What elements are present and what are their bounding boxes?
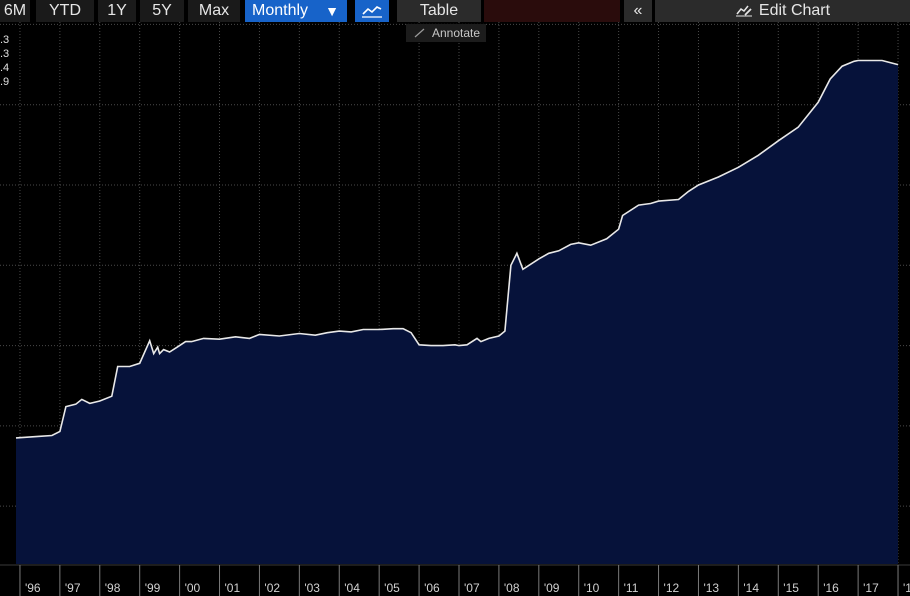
x-tick-label: '05 xyxy=(384,581,400,595)
series-line xyxy=(15,59,899,439)
x-tick-label: '97 xyxy=(65,581,81,595)
x-tick-label: '06 xyxy=(424,581,440,595)
legend-value: .3 xyxy=(0,34,10,46)
line-chart-icon xyxy=(362,6,382,18)
double-chevron-left-icon: « xyxy=(633,2,643,19)
x-tick-label: '18 xyxy=(903,581,910,595)
x-tick-label: '14 xyxy=(743,581,759,595)
annotate-button[interactable]: Annotate xyxy=(406,24,486,42)
x-tick-label: '07 xyxy=(464,581,480,595)
x-tick-label: '09 xyxy=(544,581,560,595)
x-tick-label: '10 xyxy=(584,581,600,595)
edit-chart-icon xyxy=(735,5,752,17)
series-area xyxy=(16,60,898,564)
x-tick-label: '11 xyxy=(624,581,639,595)
x-tick-label: '12 xyxy=(664,581,680,595)
chart-type-button[interactable] xyxy=(355,0,389,22)
legend-value: .3 xyxy=(0,48,10,60)
x-tick-label: '99 xyxy=(145,581,161,595)
annotate-label: Annotate xyxy=(432,26,481,40)
security-input[interactable] xyxy=(484,0,620,22)
x-tick-label: '17 xyxy=(863,581,879,595)
edit-chart-label: Edit Chart xyxy=(758,2,831,19)
pencil-icon xyxy=(414,28,425,38)
legend-value: .9 xyxy=(0,76,10,88)
collapse-button[interactable]: « xyxy=(624,0,652,22)
x-tick-label: '98 xyxy=(105,581,121,595)
period-ytd-button[interactable]: YTD xyxy=(36,0,94,22)
period-5y-button[interactable]: 5Y xyxy=(140,0,184,22)
x-tick-label: '04 xyxy=(344,581,360,595)
x-tick-label: '08 xyxy=(504,581,520,595)
x-tick-label: '01 xyxy=(225,581,241,595)
x-tick-label: '96 xyxy=(25,581,41,595)
frequency-label: Monthly xyxy=(252,2,309,19)
table-button[interactable]: Table xyxy=(397,0,481,22)
frequency-dropdown[interactable]: Monthly ▼ xyxy=(245,0,347,22)
x-tick-label: '16 xyxy=(823,581,839,595)
period-max-button[interactable]: Max xyxy=(188,0,240,22)
caret-down-icon: ▼ xyxy=(325,3,339,19)
x-tick-label: '15 xyxy=(783,581,799,595)
chart-toolbar: 6M YTD 1Y 5Y Max Monthly ▼ Table « Edit … xyxy=(0,0,910,22)
x-tick-label: '13 xyxy=(703,581,719,595)
x-tick-label: '03 xyxy=(304,581,320,595)
period-1y-button[interactable]: 1Y xyxy=(98,0,136,22)
x-axis-band xyxy=(0,564,910,596)
x-tick-label: '00 xyxy=(185,581,201,595)
legend-value: .4 xyxy=(0,62,10,74)
legend: .3 .3 .4 .9 xyxy=(0,33,9,89)
x-tick-label: '02 xyxy=(264,581,280,595)
edit-chart-button[interactable]: Edit Chart xyxy=(655,0,910,22)
x-axis-ticks: '96 '97 '98 '99 '00 '01 '02 '03 '04 '05 '06 '07 '08 '… xyxy=(19,565,910,596)
period-6m-button[interactable]: 6M xyxy=(0,0,30,22)
